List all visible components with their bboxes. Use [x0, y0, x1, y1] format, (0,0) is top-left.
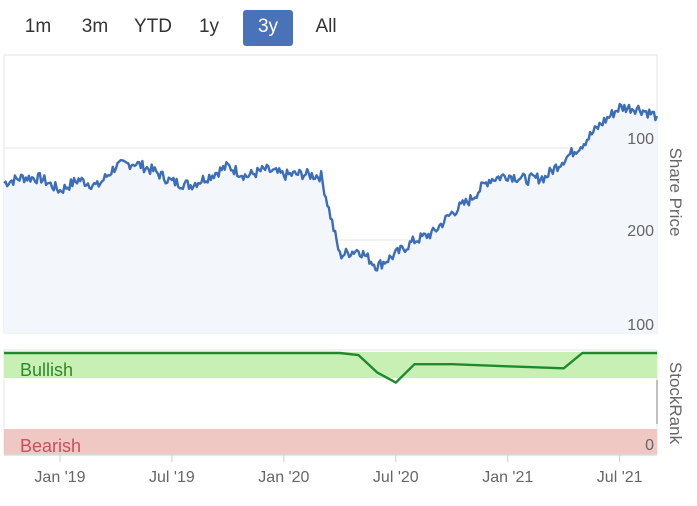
- range-button-3y[interactable]: 3y: [243, 10, 293, 46]
- range-button-1m[interactable]: 1m: [24, 16, 52, 37]
- x-tick-label: Jan '21: [482, 469, 533, 486]
- price-axis-title: Share Price: [666, 148, 685, 237]
- range-selector: 1m 3m YTD 1y 3y All: [0, 10, 400, 46]
- stockrank-panel: Bullish Bearish 0 StockRank: [3, 349, 685, 456]
- bearish-label: Bearish: [20, 436, 81, 456]
- bullish-label: Bullish: [20, 360, 73, 380]
- range-button-ytd[interactable]: YTD: [134, 16, 172, 37]
- x-tick-label: Jul '19: [149, 469, 195, 486]
- x-tick-label: Jan '19: [34, 469, 85, 486]
- x-tick-label: Jul '20: [373, 469, 419, 486]
- range-button-1y[interactable]: 1y: [198, 16, 220, 37]
- x-tick-label: Jul '21: [597, 469, 643, 486]
- x-axis: Jan '19 Jul '19 Jan '20 Jul '20 Jan '21 Jul '…: [4, 454, 657, 486]
- range-button-all[interactable]: All: [315, 16, 337, 37]
- price-panel: 100 200 100 Share Price: [3, 54, 685, 334]
- stockrank-line[interactable]: [4, 351, 657, 384]
- price-line[interactable]: [3, 102, 659, 272]
- range-button-3m[interactable]: 3m: [81, 16, 109, 37]
- stockrank-tick-label: 0: [645, 437, 654, 454]
- bullish-band: [4, 352, 657, 378]
- bearish-band: [4, 429, 657, 454]
- x-tick-label: Jan '20: [258, 469, 309, 486]
- stockrank-axis-title: StockRank: [666, 362, 685, 445]
- price-tick-label: 200: [627, 223, 654, 240]
- price-tick-label: 100: [627, 131, 654, 148]
- price-tick-label: 100: [627, 317, 654, 334]
- price-area: [4, 104, 657, 333]
